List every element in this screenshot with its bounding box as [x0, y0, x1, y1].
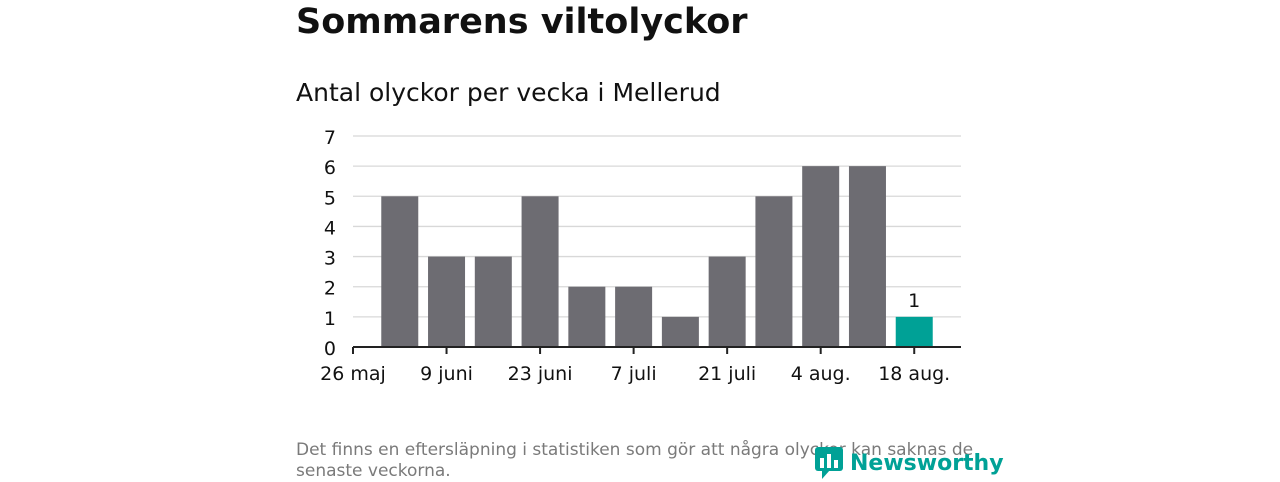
y-axis-tick-labels: 0 1 2 3 4 5 6 7	[324, 127, 336, 360]
y-tick-label: 7	[324, 127, 336, 149]
y-tick-label: 1	[324, 308, 336, 330]
bar-chart: 0 1 2 3 4 5 6 7 1 26 maj 9 juni 23 juni 7 juli 21 j…	[320, 127, 961, 385]
x-tick-label: 7 juli	[611, 363, 657, 385]
bars	[381, 166, 933, 347]
data-label: 1	[908, 290, 920, 312]
x-tick-label: 21 juli	[698, 363, 756, 385]
chart-subtitle: Antal olyckor per vecka i Mellerud	[296, 78, 721, 107]
chart-title: Sommarens viltolyckor	[296, 2, 748, 42]
bar	[381, 196, 419, 347]
newsworthy-logo-text: Newsworthy	[850, 450, 1004, 476]
x-axis-ticks: 26 maj 9 juni 23 juni 7 juli 21 juli 4 aug. 18…	[320, 347, 950, 385]
data-labels: 1	[908, 290, 920, 312]
bar	[802, 166, 840, 347]
newsworthy-logo-icon	[815, 447, 843, 479]
bar	[755, 196, 793, 347]
x-tick-label: 9 juni	[420, 363, 473, 385]
footnote: Det finns en eftersläpning i statistiken…	[296, 440, 974, 481]
x-tick-label: 4 aug.	[791, 363, 851, 385]
bar	[895, 316, 933, 347]
bar	[615, 286, 653, 347]
bar	[848, 166, 886, 347]
bar	[708, 256, 746, 347]
x-tick-label: 26 maj	[320, 363, 386, 385]
bar	[661, 316, 699, 347]
bar	[521, 196, 559, 347]
bar	[474, 256, 512, 347]
y-tick-label: 3	[324, 248, 336, 270]
y-tick-label: 4	[324, 217, 336, 239]
bar	[428, 256, 466, 347]
x-tick-label: 23 juni	[508, 363, 573, 385]
y-tick-label: 0	[324, 338, 336, 360]
newsworthy-logo[interactable]: Newsworthy	[814, 446, 1004, 480]
x-tick-label: 18 aug.	[878, 363, 950, 385]
y-tick-label: 2	[324, 278, 336, 300]
y-tick-label: 6	[324, 157, 336, 179]
y-tick-label: 5	[324, 187, 336, 209]
bar	[568, 286, 606, 347]
